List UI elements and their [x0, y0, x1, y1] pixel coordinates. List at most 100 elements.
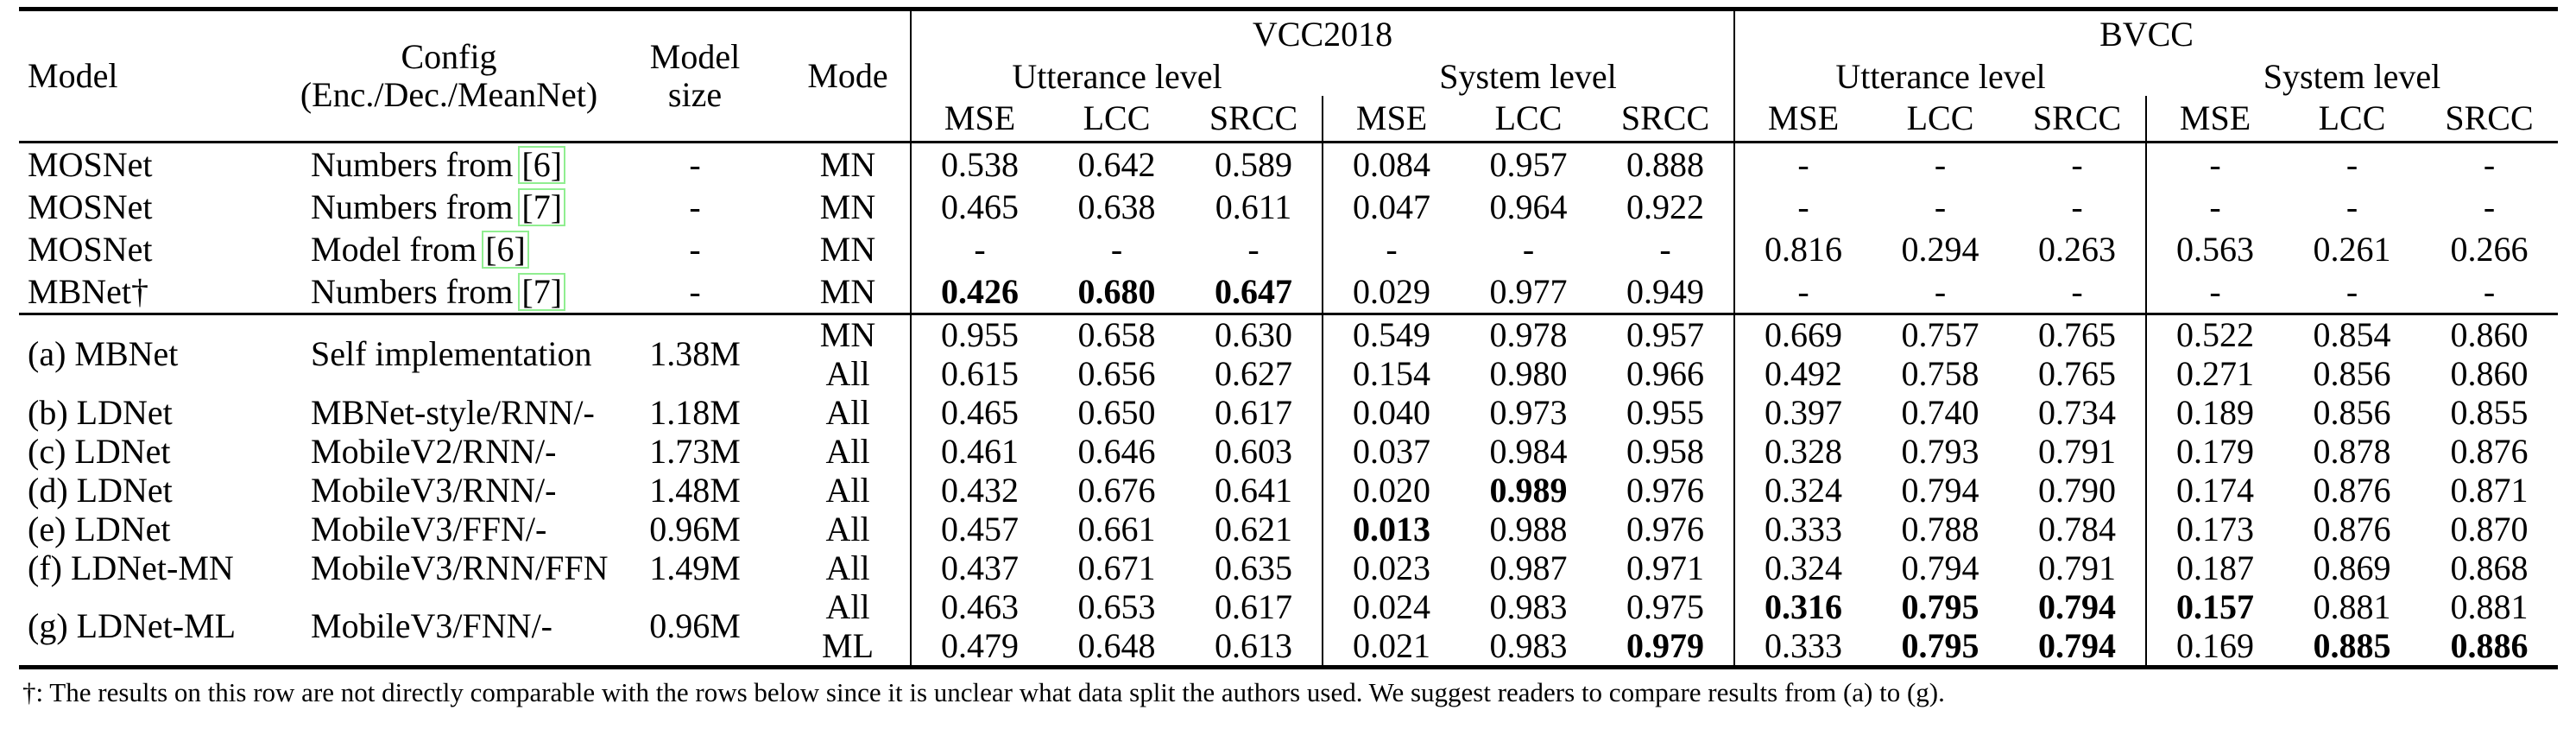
table-header: Model Config (Enc./Dec./MeanNet) Model s… — [19, 9, 2559, 143]
metric-cell: 0.885 — [2313, 625, 2391, 665]
metric-cell: - — [1934, 187, 1947, 226]
metric-cell: 0.871 — [2450, 470, 2529, 510]
size-cell: 1.18M — [649, 392, 741, 432]
citation-link[interactable]: [6] — [482, 230, 529, 269]
metric-cell: 0.437 — [910, 548, 1048, 587]
config-cell: MobileV2/RNN/- — [294, 432, 604, 471]
table-row: (d) LDNet MobileV3/RNN/- 1.48M All 0.432 0.67… — [19, 471, 2558, 510]
config-text: Numbers from — [311, 271, 514, 311]
config-text: Numbers from — [311, 187, 514, 226]
metric-cell: 0.635 — [1215, 548, 1292, 587]
model-cell: MBNet† — [28, 271, 148, 311]
citation-link[interactable]: [6] — [518, 145, 566, 184]
header-row-levels: Utterance level System level Utterance l… — [19, 58, 2558, 96]
mode-cell: MN — [819, 314, 876, 354]
size-cell: 1.38M — [649, 334, 741, 373]
metric-cell: 0.881 — [2313, 586, 2391, 626]
metric-cell: - — [2071, 271, 2083, 311]
metric-cell: - — [2145, 142, 2283, 186]
metric-cell: - — [1322, 228, 1460, 270]
metric-cell: 0.977 — [1489, 271, 1568, 311]
metric-cell: 0.522 — [2145, 314, 2283, 354]
config-cell: Numbers from [7] — [294, 186, 604, 228]
table-row: MBNet† Numbers from [7] - MN 0.426 0.680 0.647 0… — [19, 270, 2558, 314]
metric-cell: 0.613 — [1215, 625, 1292, 665]
metric-cell: 0.757 — [1901, 314, 1979, 354]
config-cell: MBNet-style/RNN/- — [294, 393, 604, 432]
metric-cell: 0.084 — [1322, 142, 1460, 186]
metric-cell: 0.966 — [1626, 353, 1704, 393]
metric-cell: 0.179 — [2145, 432, 2283, 471]
metric-cell: 0.492 — [1733, 354, 1872, 393]
paper-results-table-page: Model Config (Enc./Dec./MeanNet) Model s… — [0, 7, 2576, 729]
metric-cell: 0.333 — [1733, 626, 1872, 668]
metric-cell: 0.870 — [2450, 509, 2529, 548]
metric-cell: 0.971 — [1626, 548, 1704, 587]
config-text: MobileV2/RNN/- — [311, 431, 557, 471]
metric-cell: 0.794 — [2038, 625, 2116, 665]
dataset-header-vcc2018: VCC2018 — [910, 9, 1734, 58]
metric-cell: - — [910, 228, 1048, 270]
metric-header-lcc: LCC — [1083, 98, 1151, 137]
metric-cell: 0.671 — [1077, 548, 1156, 587]
metric-cell: 0.013 — [1322, 510, 1460, 548]
col-header-mode: Mode — [807, 56, 888, 95]
config-text: MobileV3/RNN/- — [311, 470, 557, 510]
metric-cell: 0.973 — [1489, 392, 1568, 432]
metric-cell: 0.791 — [2038, 431, 2116, 471]
metric-cell: 0.037 — [1322, 432, 1460, 471]
size-cell: - — [689, 187, 701, 226]
metric-cell: 0.630 — [1215, 314, 1292, 354]
metric-cell: 0.648 — [1077, 625, 1156, 665]
metric-cell: 0.656 — [1077, 353, 1156, 393]
config-text: MobileV3/FFN/- — [311, 509, 547, 548]
citation-link[interactable]: [7] — [518, 187, 566, 226]
metric-cell: 0.676 — [1077, 470, 1156, 510]
mode-cell: MN — [819, 144, 876, 184]
config-text: MobileV3/FNN/- — [311, 606, 552, 645]
metric-cell: 0.020 — [1322, 471, 1460, 510]
metric-cell: 0.650 — [1077, 392, 1156, 432]
size-cell: 1.49M — [649, 548, 741, 587]
model-cell: (b) LDNet — [28, 392, 173, 432]
citation-link[interactable]: [7] — [518, 272, 566, 311]
size-cell: 0.96M — [649, 509, 741, 548]
metric-cell: 0.949 — [1626, 271, 1704, 311]
metric-cell: 0.922 — [1626, 187, 1704, 226]
metric-cell: 0.876 — [2313, 509, 2391, 548]
metric-cell: 0.029 — [1322, 270, 1460, 314]
col-header-size-line2: size — [667, 75, 723, 114]
metric-cell: 0.878 — [2313, 431, 2391, 471]
metric-cell: 0.765 — [2038, 353, 2116, 393]
metric-cell: - — [1110, 229, 1123, 269]
metric-cell: 0.984 — [1489, 431, 1568, 471]
mode-cell: MN — [819, 229, 876, 269]
metric-cell: 0.784 — [2038, 509, 2116, 548]
metric-cell: 0.538 — [910, 142, 1048, 186]
config-cell: Model from [6] — [294, 228, 604, 270]
metric-cell: 0.187 — [2145, 548, 2283, 587]
metric-cell: 0.958 — [1626, 431, 1704, 471]
model-cell: MOSNet — [28, 187, 153, 226]
metric-cell: 0.023 — [1322, 548, 1460, 587]
metric-cell: 0.794 — [1901, 470, 1979, 510]
metric-cell: 0.463 — [910, 587, 1048, 626]
mode-cell: MN — [819, 187, 876, 226]
metric-cell: 0.263 — [2038, 229, 2116, 269]
metric-cell: 0.294 — [1901, 229, 1979, 269]
metric-cell: 0.979 — [1626, 625, 1704, 665]
config-cell: Numbers from [6] — [294, 143, 604, 187]
config-text: Numbers from — [311, 144, 514, 184]
table-group-baselines: MOSNet Numbers from [6] - MN 0.538 0.642 0.589 0… — [19, 142, 2558, 314]
metric-cell: 0.989 — [1489, 470, 1568, 510]
metric-cell: 0.479 — [910, 626, 1048, 668]
metric-cell: 0.189 — [2145, 393, 2283, 432]
level-header-bvcc-utterance: Utterance level — [1733, 58, 2146, 96]
metric-cell: - — [2483, 144, 2496, 184]
level-header-vcc-utterance: Utterance level — [910, 58, 1323, 96]
metric-cell: - — [2346, 187, 2358, 226]
level-header-bvcc-system: System level — [2263, 57, 2441, 96]
size-cell: 1.73M — [649, 431, 741, 471]
metric-cell: 0.638 — [1077, 187, 1156, 226]
metric-cell: - — [2346, 144, 2358, 184]
